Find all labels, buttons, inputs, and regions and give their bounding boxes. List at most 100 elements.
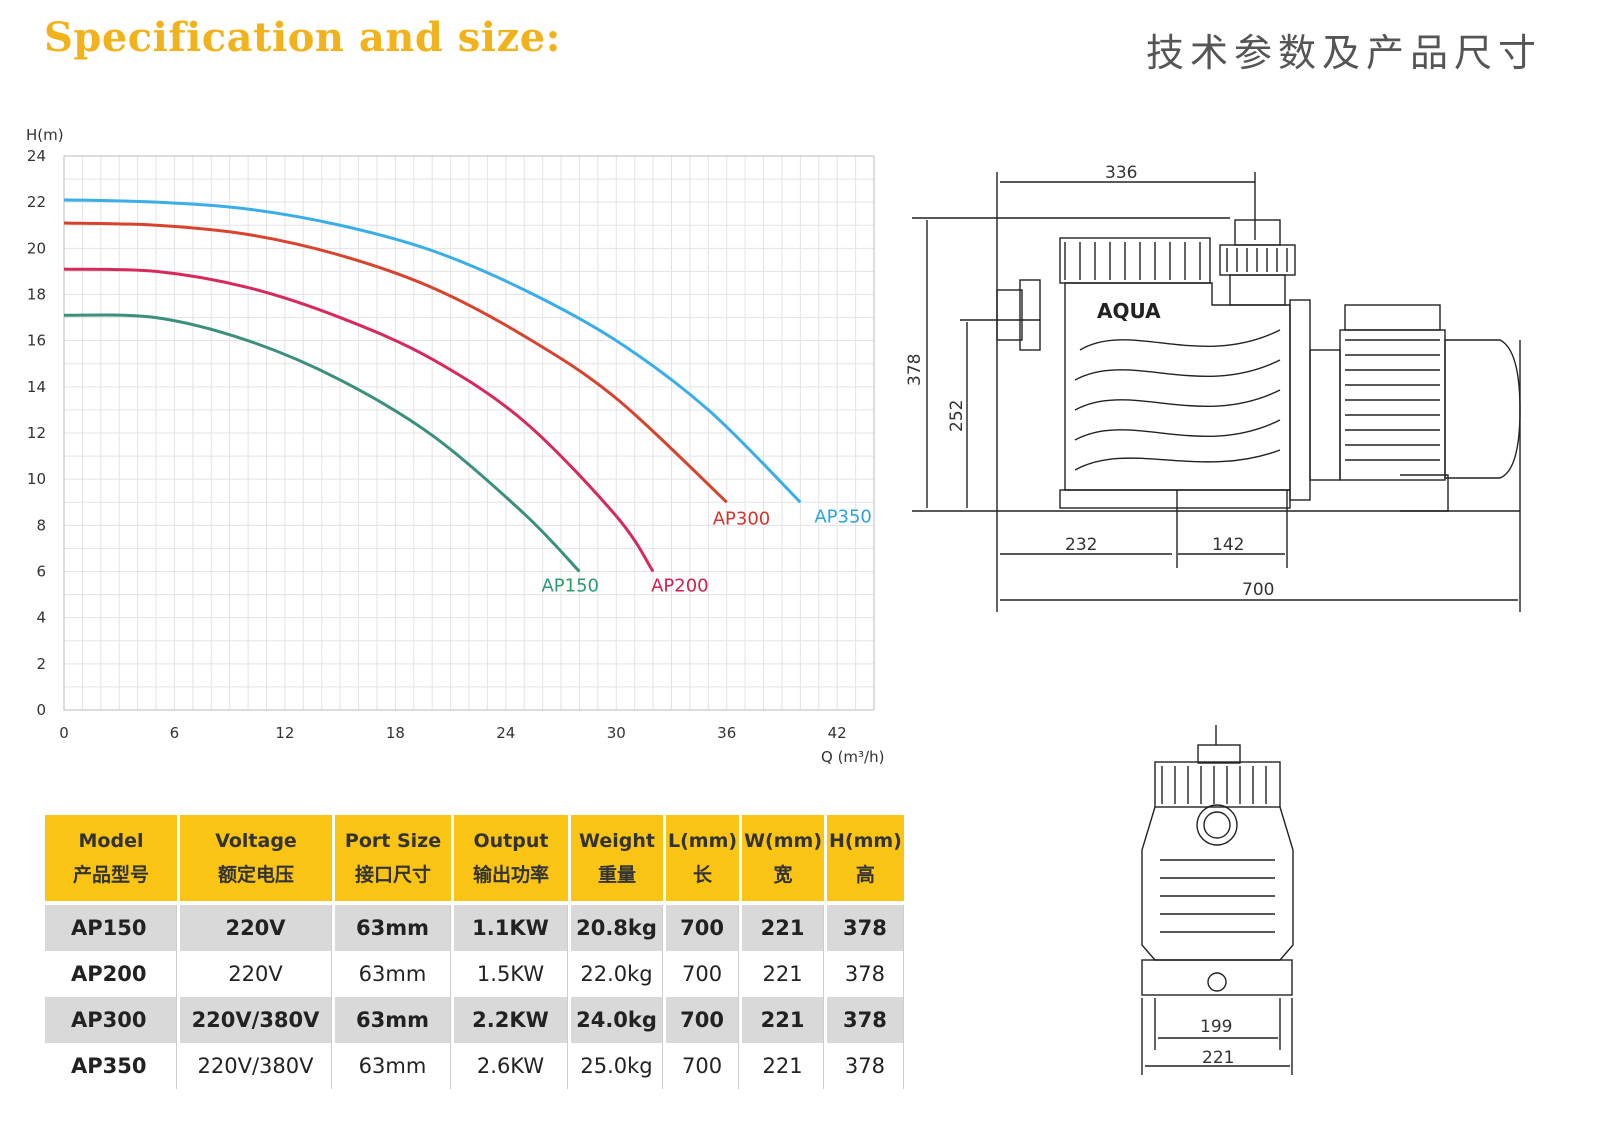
col-header-model: Model 产品型号 <box>45 815 177 901</box>
dim-height-total: 378 <box>905 354 925 386</box>
page-title-en: Specification and size: <box>44 14 561 61</box>
col-header-cn: 接口尺寸 <box>354 864 431 886</box>
series-label-ap350: AP350 <box>814 506 872 527</box>
cell-width: 221 <box>742 997 824 1043</box>
dim-length-base: 142 <box>1212 535 1244 555</box>
col-header-port-size: Port Size 接口尺寸 <box>335 815 451 901</box>
x-tick-label: 12 <box>275 724 294 742</box>
dim-length-inlet: 232 <box>1065 535 1097 555</box>
cell-port-size: 63mm <box>335 905 451 951</box>
cell-voltage: 220V <box>180 951 332 997</box>
col-header-en: Voltage <box>215 830 297 852</box>
cell-weight: 20.8kg <box>571 905 663 951</box>
cell-height: 378 <box>827 905 904 951</box>
col-header-voltage: Voltage 额定电压 <box>180 815 332 901</box>
y-axis-label: H(m) <box>26 126 64 144</box>
table-row: AP300 220V/380V 63mm 2.2KW 24.0kg 700 22… <box>45 997 904 1043</box>
cell-height: 378 <box>827 1043 904 1089</box>
cell-width: 221 <box>742 951 824 997</box>
dim-height-inlet: 252 <box>947 400 967 432</box>
table-row: AP350 220V/380V 63mm 2.6KW 25.0kg 700 22… <box>45 1043 904 1089</box>
series-label-ap200: AP200 <box>651 576 709 597</box>
col-header-height: H(mm) 高 <box>827 815 904 901</box>
y-tick-label: 4 <box>36 609 46 627</box>
pump-front-drawing: AQUA 336 378 252 232 142 700 <box>905 163 1521 612</box>
x-tick-label: 0 <box>59 724 69 742</box>
x-tick-label: 18 <box>386 724 405 742</box>
series-line-ap150 <box>63 313 581 573</box>
series-line-ap350 <box>63 198 802 504</box>
plot-frame <box>63 155 875 711</box>
table-row: AP150 220V 63mm 1.1KW 20.8kg 700 221 378 <box>45 905 904 951</box>
page-title-cn: 技术参数及产品尺寸 <box>1145 31 1542 75</box>
col-header-en: W(mm) <box>744 830 822 852</box>
y-tick-label: 12 <box>27 424 46 442</box>
cell-length: 700 <box>666 951 740 997</box>
x-tick-label: 30 <box>607 724 626 742</box>
cell-width: 221 <box>742 1043 824 1089</box>
col-header-cn: 宽 <box>773 864 793 886</box>
cell-voltage: 220V/380V <box>180 997 332 1043</box>
x-axis-label: Q (m³/h) <box>821 748 884 766</box>
series-line-ap200 <box>63 267 655 573</box>
y-tick-label: 0 <box>36 701 46 719</box>
cell-width: 221 <box>742 905 824 951</box>
col-header-cn: 额定电压 <box>217 864 294 886</box>
series-label-ap150: AP150 <box>541 576 599 597</box>
cell-output: 1.5KW <box>454 951 568 997</box>
col-header-output: Output 输出功率 <box>454 815 568 901</box>
col-header-cn: 产品型号 <box>72 864 149 886</box>
cell-output: 2.2KW <box>454 997 568 1043</box>
table-header-row: Model 产品型号 Voltage 额定电压 Port Size 接口尺寸 Outp… <box>45 815 904 901</box>
col-header-cn: 重量 <box>597 864 636 886</box>
col-header-en: Port Size <box>344 830 442 852</box>
col-header-en: Model <box>78 830 144 852</box>
y-tick-label: 16 <box>27 332 46 350</box>
cell-model: AP150 <box>45 905 177 951</box>
cell-port-size: 63mm <box>335 951 451 997</box>
x-tick-label: 24 <box>496 724 515 742</box>
cell-output: 1.1KW <box>454 905 568 951</box>
y-tick-label: 22 <box>27 193 46 211</box>
cell-length: 700 <box>666 997 740 1043</box>
series-label-ap300: AP300 <box>713 508 771 529</box>
cell-length: 700 <box>666 1043 740 1089</box>
y-tick-label: 20 <box>27 239 46 257</box>
cell-length: 700 <box>666 905 740 951</box>
cell-weight: 22.0kg <box>571 951 663 997</box>
y-tick-label: 6 <box>36 563 46 581</box>
cell-model: AP200 <box>45 951 177 997</box>
col-header-en: L(mm) <box>668 830 738 852</box>
cell-port-size: 63mm <box>335 1043 451 1089</box>
x-tick-label: 36 <box>717 724 736 742</box>
x-tick-label: 6 <box>170 724 180 742</box>
cell-voltage: 220V <box>180 905 332 951</box>
y-tick-label: 18 <box>27 286 46 304</box>
cell-port-size: 63mm <box>335 997 451 1043</box>
col-header-width: W(mm) 宽 <box>742 815 824 901</box>
brand-logo: AQUA <box>1097 299 1161 323</box>
cell-model: AP300 <box>45 997 177 1043</box>
pump-side-drawing: 199 221 <box>1141 725 1294 1075</box>
col-header-weight: Weight 重量 <box>571 815 663 901</box>
cell-output: 2.6KW <box>454 1043 568 1089</box>
y-tick-label: 24 <box>27 147 46 165</box>
col-header-cn: 输出功率 <box>472 864 549 886</box>
dim-width-top: 336 <box>1105 163 1137 183</box>
y-tick-label: 8 <box>36 516 46 534</box>
spec-table: Model 产品型号 Voltage 额定电压 Port Size 接口尺寸 Outp… <box>42 815 907 1089</box>
y-tick-label: 2 <box>36 655 46 673</box>
cell-model: AP350 <box>45 1043 177 1089</box>
col-header-cn: 高 <box>855 864 875 886</box>
cell-height: 378 <box>827 997 904 1043</box>
col-header-en: H(mm) <box>829 830 902 852</box>
table-row: AP200 220V 63mm 1.5KW 22.0kg 700 221 378 <box>45 951 904 997</box>
cell-height: 378 <box>827 951 904 997</box>
col-header-en: Output <box>473 830 549 852</box>
col-header-length: L(mm) 长 <box>666 815 740 901</box>
dim-side-outer: 221 <box>1202 1048 1234 1068</box>
cell-weight: 24.0kg <box>571 997 663 1043</box>
series-line-ap300 <box>63 221 728 504</box>
col-header-en: Weight <box>579 830 655 852</box>
cell-weight: 25.0kg <box>571 1043 663 1089</box>
